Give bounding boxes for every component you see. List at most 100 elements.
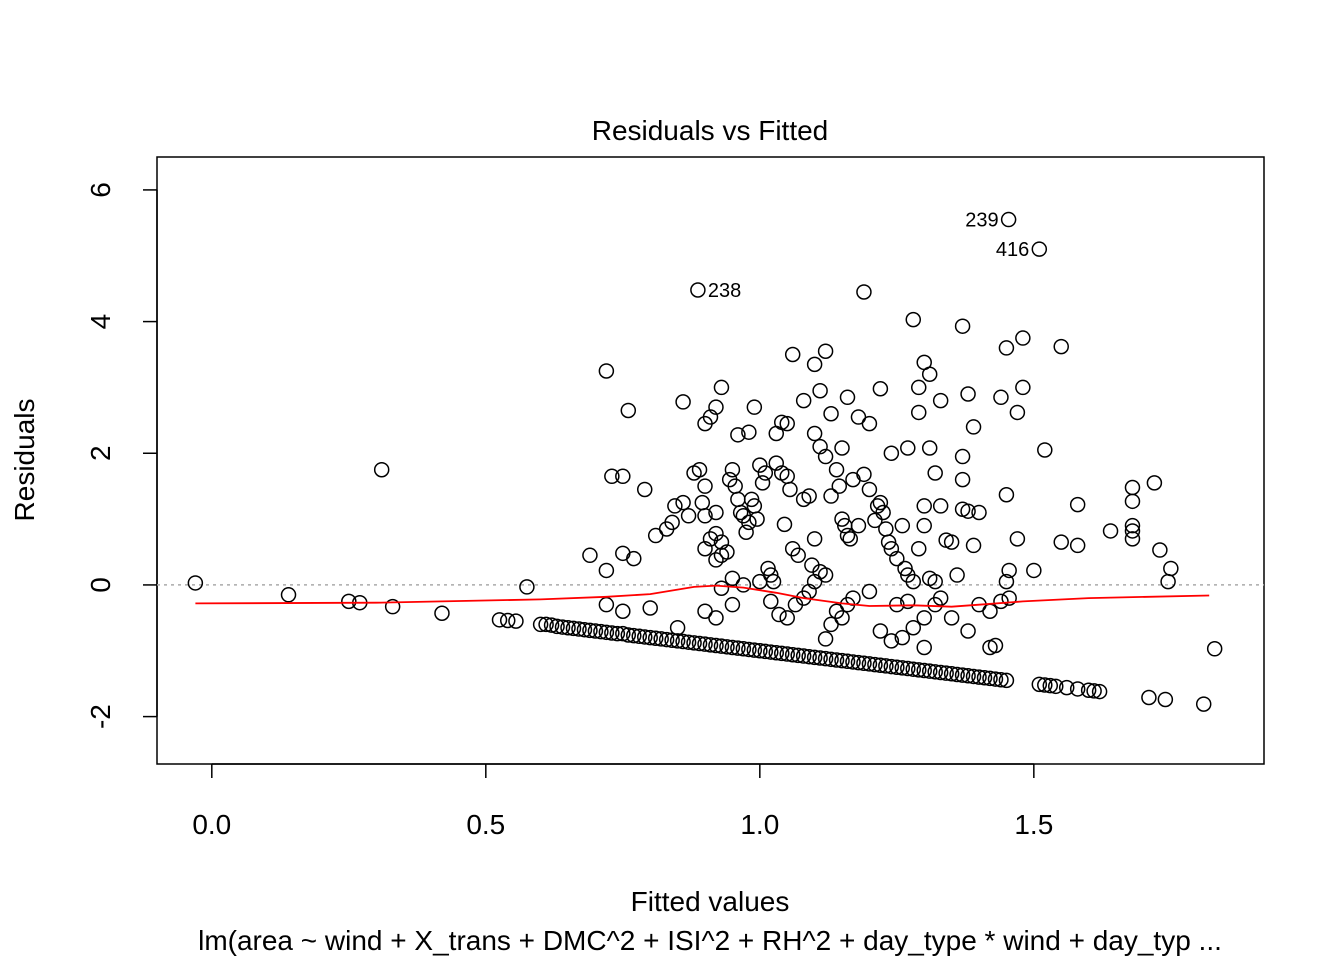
data-point: [965, 419, 982, 435]
data-point: [708, 504, 724, 521]
data-point: [900, 660, 916, 677]
data-point: [341, 593, 357, 610]
data-point: [664, 632, 680, 648]
data-point: [834, 511, 850, 527]
y-tick-label: -2: [85, 704, 116, 729]
data-point: [1001, 562, 1017, 579]
data-point: [675, 394, 691, 410]
data-point: [910, 540, 927, 557]
data-point: [724, 639, 741, 656]
x-axis: 0.0 0.5 1.0 1.5: [192, 763, 1053, 840]
data-point: [784, 646, 801, 663]
data-point: [834, 652, 850, 669]
y-tick-label: 2: [85, 445, 116, 461]
data-point: [842, 531, 858, 547]
data-point: [927, 664, 943, 680]
y-axis: -2 0 2 4 6: [85, 182, 158, 729]
y-tick-label: 4: [85, 314, 116, 330]
data-point: [982, 670, 998, 687]
y-tick-label: 0: [85, 577, 116, 593]
data-point: [713, 580, 730, 596]
data-point: [735, 577, 752, 593]
data-point: [779, 646, 795, 662]
data-point: [910, 379, 927, 396]
data-point: [845, 471, 861, 488]
data-point: [730, 427, 746, 443]
data-point: [593, 623, 609, 640]
data-point: [691, 635, 708, 652]
data-point: [943, 534, 960, 550]
data-point: [697, 478, 713, 494]
data-point: [812, 438, 828, 455]
data-point: [921, 663, 938, 679]
data-point: [954, 448, 971, 465]
data-point: [730, 640, 746, 656]
data-point: [735, 641, 752, 657]
data-point: [724, 596, 741, 613]
data-point: [850, 654, 867, 671]
data-point: [894, 517, 911, 534]
outlier-label: 238: [708, 280, 741, 302]
data-point: [850, 517, 867, 534]
data-point: [1042, 677, 1059, 694]
data-point: [782, 481, 798, 498]
data-point: [954, 318, 971, 334]
data-point: [626, 550, 642, 567]
data-point: [861, 656, 878, 672]
data-point: [631, 628, 648, 645]
data-point: [719, 639, 735, 655]
data-point: [708, 525, 724, 542]
data-point: [1086, 683, 1102, 699]
data-point: [626, 627, 642, 644]
data-point: [708, 637, 724, 654]
data-point: [1080, 682, 1097, 699]
data-point: [949, 666, 965, 683]
data-point: [576, 621, 593, 638]
data-point: [889, 659, 905, 675]
data-point: [1037, 677, 1053, 693]
data-point: [690, 282, 706, 298]
data-point: [872, 380, 889, 397]
data-point: [713, 534, 730, 550]
data-point: [598, 624, 615, 641]
data-point: [768, 425, 785, 442]
data-point: [702, 637, 719, 653]
data-point: [708, 552, 724, 568]
data-point: [905, 619, 922, 636]
data-point: [636, 481, 653, 498]
data-point: [615, 545, 631, 562]
data-point: [949, 567, 965, 583]
data-point: [653, 631, 669, 647]
data-point: [894, 629, 911, 646]
data-point: [790, 647, 806, 664]
data-point: [1102, 523, 1119, 539]
data-point: [749, 511, 765, 527]
data-point: [823, 651, 839, 668]
data-point: [752, 573, 768, 590]
data-point: [834, 610, 850, 626]
data-point: [916, 610, 932, 626]
data-point: [878, 521, 894, 537]
data-point: [817, 631, 834, 647]
data-point: [905, 661, 922, 677]
data-point: [620, 627, 637, 643]
data-point: [730, 491, 746, 508]
data-point: [519, 579, 535, 595]
data-point: [790, 547, 806, 564]
data-point: [757, 643, 774, 660]
data-point: [812, 382, 828, 399]
data-point: [1000, 211, 1017, 228]
data-point: [878, 658, 894, 674]
data-point: [806, 425, 823, 442]
data-point: [812, 650, 828, 666]
data-point: [998, 672, 1015, 689]
plot-frame: [156, 156, 1265, 765]
data-point: [508, 613, 524, 629]
data-point: [965, 668, 982, 685]
data-point: [905, 311, 922, 328]
data-point: [872, 623, 889, 639]
data-point: [998, 486, 1015, 503]
data-point: [910, 662, 927, 678]
x-axis-label: Fitted values: [631, 886, 790, 917]
